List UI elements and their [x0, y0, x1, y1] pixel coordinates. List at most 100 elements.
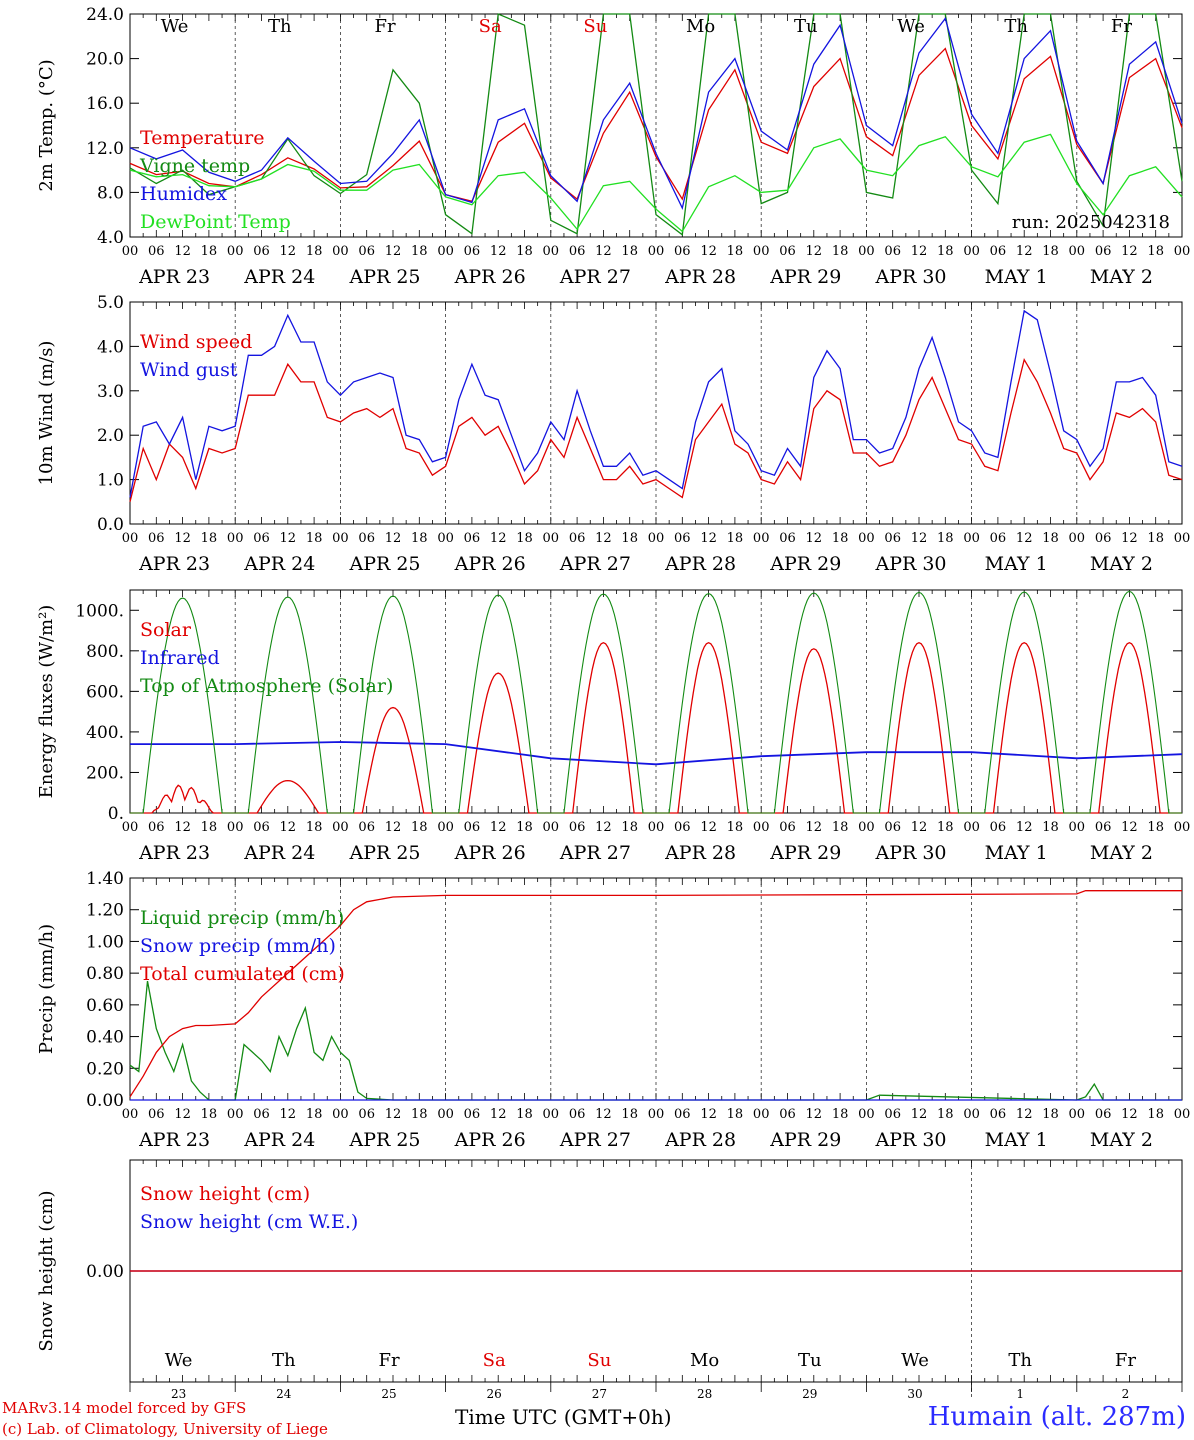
panel-3-hour-label: 18	[727, 820, 744, 835]
panel-2-hour-label: 06	[884, 531, 901, 546]
panel-2-hour-label: 18	[832, 531, 849, 546]
panel-2-date-label: APR 25	[348, 553, 420, 575]
panel-3-hour-label: 06	[148, 820, 165, 835]
panel-1-hour-label: 12	[1016, 244, 1033, 259]
panel-2-ytick-label: 3.0	[97, 382, 124, 402]
panel-3-legend-2: Infrared	[140, 647, 220, 669]
panel-4-hour-label: 12	[280, 1107, 297, 1122]
panel-1-day-name: We	[161, 16, 189, 37]
panel-1-hour-label: 18	[306, 244, 323, 259]
panel-2-hour-label: 06	[358, 531, 375, 546]
panel-2-hour-label: 06	[569, 531, 586, 546]
panel-2-hour-label: 00	[543, 531, 560, 546]
panel-5-day-number: 2	[1122, 1387, 1130, 1400]
panel-3-date-label: APR 29	[769, 842, 841, 864]
panel-4-date-label: MAY 1	[985, 1129, 1048, 1151]
panel-4-hour-label: 18	[411, 1107, 428, 1122]
panel-2-hour-label: 00	[753, 531, 770, 546]
panel-1-hour-label: 00	[858, 244, 875, 259]
panel-1-hour-label: 18	[621, 244, 638, 259]
panel-4-hour-label: 00	[753, 1107, 770, 1122]
panel-1-day-name: We	[897, 16, 925, 37]
panel-1-hour-label: 18	[516, 244, 533, 259]
panel-4-date-label: MAY 2	[1090, 1129, 1153, 1151]
panel-3-ytick-label: 200.	[86, 763, 124, 783]
panel-1-ytick-label: 8.0	[97, 183, 124, 203]
panel-4-hour-label: 06	[358, 1107, 375, 1122]
panel-1-hour-label: 06	[1095, 244, 1112, 259]
panel-3-hour-label: 06	[1095, 820, 1112, 835]
panel-2-hour-label: 00	[858, 531, 875, 546]
panel-4-hour-label: 12	[806, 1107, 823, 1122]
panel-3-series-top-of-atmosphere-solar-	[130, 590, 1182, 814]
panel-1-hour-label: 12	[1121, 244, 1138, 259]
panel-1-hour-label: 00	[122, 244, 139, 259]
panel-2-ylabel: 10m Wind (m/s)	[36, 341, 57, 486]
panel-5-day-name: Th	[272, 1350, 296, 1371]
panel-3-date-label: APR 28	[664, 842, 736, 864]
panel-1-legend-2: Vigne temp	[139, 155, 250, 177]
panel-4-hour-label: 06	[1095, 1107, 1112, 1122]
panel-1-series-dewpoint-temp	[129, 133, 1183, 233]
panel-4-hour-label: 12	[700, 1107, 717, 1122]
panel-2-hour-label: 18	[1147, 531, 1164, 546]
panel-3-date-label: APR 23	[138, 842, 210, 864]
panel-4-hour-label: 06	[148, 1107, 165, 1122]
panel-2-date-label: APR 24	[243, 553, 315, 575]
panel-4-series-total-cumulated-cm-	[129, 890, 1182, 1098]
panel-3-hour-label-end: 00	[1174, 820, 1191, 835]
panel-4-hour-label: 12	[595, 1107, 612, 1122]
panel-1-legend-4: DewPoint Temp	[140, 211, 291, 233]
panel-4-hour-label: 00	[122, 1107, 139, 1122]
panel-3-hour-label: 18	[306, 820, 323, 835]
panel-1-day-name: Fr	[374, 16, 395, 37]
panel-3-hour-label: 18	[201, 820, 218, 835]
panel-3-ytick-label: 800.	[86, 642, 124, 662]
panel-3-hour-label: 06	[990, 820, 1007, 835]
panel-1-ylabel: 2m Temp. (°C)	[36, 59, 57, 191]
meteogram-svg: 4.08.012.016.020.024.02m Temp. (°C)00 06 1…	[36, 5, 1191, 1407]
panel-4-series-liquid-precip-mm-h-	[129, 980, 1182, 1101]
panel-3-hour-label: 12	[806, 820, 823, 835]
panel-5-day-number: 26	[487, 1387, 502, 1400]
panel-1-hour-label: 06	[358, 244, 375, 259]
panel-1-hour-label: 12	[595, 244, 612, 259]
panel-3-hour-label: 00	[753, 820, 770, 835]
panel-4-ylabel: Precip (mm/h)	[36, 924, 57, 1054]
panel-4-hour-label: 18	[621, 1107, 638, 1122]
panel-2-hour-label: 12	[806, 531, 823, 546]
panel-4-hour-label-end: 00	[1174, 1107, 1191, 1122]
panel-2-hour-label: 12	[174, 531, 191, 546]
panel-5-day-number: 27	[592, 1387, 607, 1400]
panel-5-day-number: 29	[802, 1387, 817, 1400]
panel-5-day-name: Fr	[1115, 1350, 1136, 1371]
panel-3-legend-3: Top of Atmosphere (Solar)	[140, 675, 393, 697]
panel-1-hour-label: 18	[832, 244, 849, 259]
panel-3-hour-label: 00	[858, 820, 875, 835]
panel-1-hour-label: 12	[806, 244, 823, 259]
panel-5-ytick-label: 0.00	[86, 1262, 124, 1282]
panel-3-hour-label: 06	[884, 820, 901, 835]
panel-2-hour-label: 18	[201, 531, 218, 546]
panel-1-ytick-label: 12.0	[86, 139, 124, 159]
panel-5-day-number: 1	[1016, 1387, 1024, 1400]
panel-3-date-label: APR 24	[243, 842, 315, 864]
panel-5-ylabel: Snow height (cm)	[36, 1190, 57, 1351]
panel-5-day-name: We	[901, 1350, 929, 1371]
panel-3-hour-label: 00	[227, 820, 244, 835]
panel-1-ytick-label: 16.0	[86, 94, 124, 114]
panel-4-hour-label: 06	[990, 1107, 1007, 1122]
panel-1-hour-label: 12	[490, 244, 507, 259]
panel-4-ytick-label: 0.00	[86, 1091, 124, 1111]
panel-3-hour-label: 12	[700, 820, 717, 835]
panel-3-date-label: APR 27	[559, 842, 631, 864]
panel-3-hour-label: 12	[911, 820, 928, 835]
panel-1-hour-label: 00	[753, 244, 770, 259]
panel-4-hour-label: 18	[832, 1107, 849, 1122]
panel-4-date-label: APR 30	[874, 1129, 946, 1151]
panel-4-hour-label: 00	[648, 1107, 665, 1122]
panel-2-hour-label: 18	[516, 531, 533, 546]
panel-4-date-label: APR 24	[243, 1129, 315, 1151]
panel-1-series-temperature	[129, 47, 1183, 203]
